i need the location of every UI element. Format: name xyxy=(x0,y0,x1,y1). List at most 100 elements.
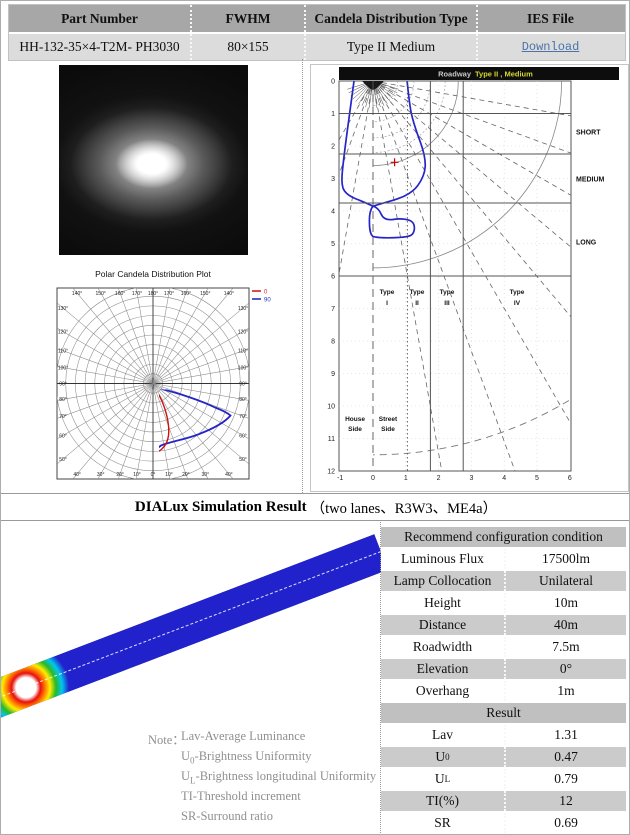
col-header-ies-file: IES File xyxy=(476,5,623,32)
polar-angle-labels: 0° 10° 10° 20° 20° 30° 30° 40° 40° 50° 50° 60° 60° 70… xyxy=(58,291,248,478)
polar-angle-label: 130° xyxy=(58,306,68,312)
table-row: Elevation 0° xyxy=(381,659,626,681)
table-row: Distance 40m xyxy=(381,615,626,637)
blue-iso-curve xyxy=(341,81,427,239)
dialux-section-header: DIALux Simulation Result （two lanes、R3W3… xyxy=(1,493,629,521)
polar-angle-label: 170° xyxy=(132,291,142,297)
polar-spoke xyxy=(152,383,189,479)
polar-spoke xyxy=(57,383,154,419)
polar-angle-label: 30° xyxy=(97,472,105,478)
ies-download-link[interactable]: Download xyxy=(521,40,580,54)
polar-plot-title: Polar Candela Distribution Plot xyxy=(95,269,211,279)
legend-label-0: 0 xyxy=(264,290,268,296)
table-row: TI(%) 12 xyxy=(381,791,626,813)
beam-pattern-image xyxy=(59,65,248,255)
polar-spoke xyxy=(57,383,154,401)
polar-spoke xyxy=(152,383,249,401)
polar-spoke xyxy=(72,288,154,384)
section-divider-vertical-bottom xyxy=(380,522,381,834)
roadway-grid-curves xyxy=(339,81,571,471)
polar-angle-label: 10° xyxy=(133,472,141,478)
polar-spoke xyxy=(135,383,154,479)
notes-label: Note： xyxy=(148,733,185,747)
x-tick-label: 1 xyxy=(404,475,408,482)
type-label: III xyxy=(444,300,450,307)
type-label: IV xyxy=(514,300,521,307)
radial-dashed-lines xyxy=(339,81,571,471)
polar-spoke xyxy=(97,383,154,479)
config-header: Recommend configuration condition xyxy=(381,527,626,549)
polar-angle-label: 20° xyxy=(182,472,190,478)
polar-angle-label: 160° xyxy=(181,291,191,297)
dialux-title: DIALux Simulation Result xyxy=(134,498,307,515)
polar-spoke xyxy=(152,288,171,384)
polar-spoke xyxy=(152,288,189,384)
polar-spoke xyxy=(152,383,234,479)
col-header-part-number: Part Number xyxy=(61,10,138,26)
table-row: U 0 0.47 xyxy=(381,747,626,769)
note-line: TI-Threshold increment xyxy=(181,789,301,803)
polar-legend: 0 90 xyxy=(252,290,271,304)
roadway-dotted-grid xyxy=(339,81,571,471)
zone-label: SHORT xyxy=(576,130,601,137)
table-row: Lamp Collocation Unilateral xyxy=(381,571,626,593)
y-tick-label: 12 xyxy=(327,469,335,476)
note-line: SR-Surround ratio xyxy=(181,809,274,823)
y-tick-label: 4 xyxy=(331,209,335,216)
road-centerline xyxy=(1,551,382,709)
polar-spoke xyxy=(152,288,209,384)
roadway-title-type: Type II , Medium xyxy=(475,70,533,79)
y-tick-label: 6 xyxy=(331,274,335,281)
x-tick-label: 6 xyxy=(568,475,572,482)
polar-angle-label: 150° xyxy=(96,291,106,297)
polar-angle-label: 30° xyxy=(202,472,210,478)
arc-short xyxy=(372,81,459,166)
section-divider-vertical xyxy=(302,59,303,493)
x-tick-label: 3 xyxy=(469,475,473,482)
type-label: II xyxy=(415,300,419,307)
y-tick-label: 2 xyxy=(331,144,335,151)
polar-candela-plot: 0° 10° 10° 20° 20° 30° 30° 40° 40° 50° 50° 60° 60° 70… xyxy=(51,282,283,489)
polar-spoke xyxy=(57,366,154,384)
x-tick-label: 2 xyxy=(437,475,441,482)
x-tick-label: 4 xyxy=(502,475,506,482)
polar-angle-label: 70° xyxy=(239,414,247,420)
candela-type-value: Type II Medium xyxy=(304,34,476,60)
polar-spoke xyxy=(152,383,249,440)
polar-spoke xyxy=(57,302,154,384)
polar-spoke xyxy=(152,348,249,384)
polar-angle-label: 90° xyxy=(239,381,247,387)
type-label: Type xyxy=(410,289,425,296)
polar-spoke xyxy=(57,327,154,384)
polar-spoke xyxy=(135,288,154,384)
polar-angle-label: 40° xyxy=(73,472,81,478)
polar-spoke xyxy=(117,383,154,479)
y-tick-label: 0 xyxy=(331,79,335,86)
polar-angle-label: 140° xyxy=(224,291,234,297)
polar-grid xyxy=(57,288,249,479)
polar-angle-label: 100° xyxy=(238,365,248,371)
result-header: Result xyxy=(381,703,626,725)
polar-angle-label: 120° xyxy=(58,329,68,335)
y-tick-label: 3 xyxy=(331,176,335,183)
polar-spoke xyxy=(152,327,249,384)
legend-label-90: 90 xyxy=(264,298,271,304)
zone-boundary-lines xyxy=(339,81,571,471)
configuration-result-table: Recommend configuration condition Lumino… xyxy=(381,527,626,834)
note-line: UL-Brightness longitudinal Uniformity xyxy=(181,769,377,786)
table-row: Luminous Flux 17500lm xyxy=(381,549,626,571)
note-line: U0-Brightness Uniformity xyxy=(181,749,312,766)
col-header-fwhm: FWHM xyxy=(190,5,304,32)
zone-label: LONG xyxy=(576,240,597,247)
dialux-subtitle: （two lanes、R3W3、ME4a） xyxy=(310,500,498,517)
polar-angle-label: 110° xyxy=(238,349,248,355)
side-label: Side xyxy=(348,426,362,433)
side-label: Side xyxy=(381,426,395,433)
y-tick-label: 8 xyxy=(331,339,335,346)
side-label: House xyxy=(345,416,365,423)
col-header-candela-type: Candela Distribution Type xyxy=(304,5,476,32)
polar-spoke xyxy=(57,383,154,440)
zone-label: MEDIUM xyxy=(576,177,605,184)
y-tick-label: 11 xyxy=(328,436,335,443)
